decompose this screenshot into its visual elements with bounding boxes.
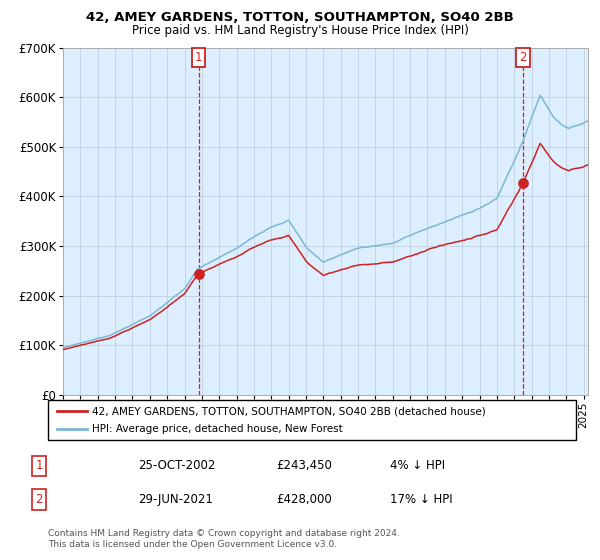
Text: HPI: Average price, detached house, New Forest: HPI: Average price, detached house, New … bbox=[92, 423, 343, 433]
Text: Price paid vs. HM Land Registry's House Price Index (HPI): Price paid vs. HM Land Registry's House … bbox=[131, 24, 469, 37]
Text: 4% ↓ HPI: 4% ↓ HPI bbox=[390, 459, 445, 473]
Point bbox=[518, 178, 527, 187]
Text: 2: 2 bbox=[35, 493, 43, 506]
Text: 1: 1 bbox=[195, 51, 202, 64]
Text: 42, AMEY GARDENS, TOTTON, SOUTHAMPTON, SO40 2BB (detached house): 42, AMEY GARDENS, TOTTON, SOUTHAMPTON, S… bbox=[92, 407, 485, 417]
Text: £428,000: £428,000 bbox=[276, 493, 332, 506]
Text: Contains HM Land Registry data © Crown copyright and database right 2024.
This d: Contains HM Land Registry data © Crown c… bbox=[48, 529, 400, 549]
Text: 29-JUN-2021: 29-JUN-2021 bbox=[138, 493, 213, 506]
Point bbox=[194, 269, 203, 278]
Text: 2: 2 bbox=[519, 51, 527, 64]
Text: 1: 1 bbox=[35, 459, 43, 473]
Text: 42, AMEY GARDENS, TOTTON, SOUTHAMPTON, SO40 2BB: 42, AMEY GARDENS, TOTTON, SOUTHAMPTON, S… bbox=[86, 11, 514, 24]
Text: £243,450: £243,450 bbox=[276, 459, 332, 473]
Text: 25-OCT-2002: 25-OCT-2002 bbox=[138, 459, 215, 473]
Text: 17% ↓ HPI: 17% ↓ HPI bbox=[390, 493, 452, 506]
